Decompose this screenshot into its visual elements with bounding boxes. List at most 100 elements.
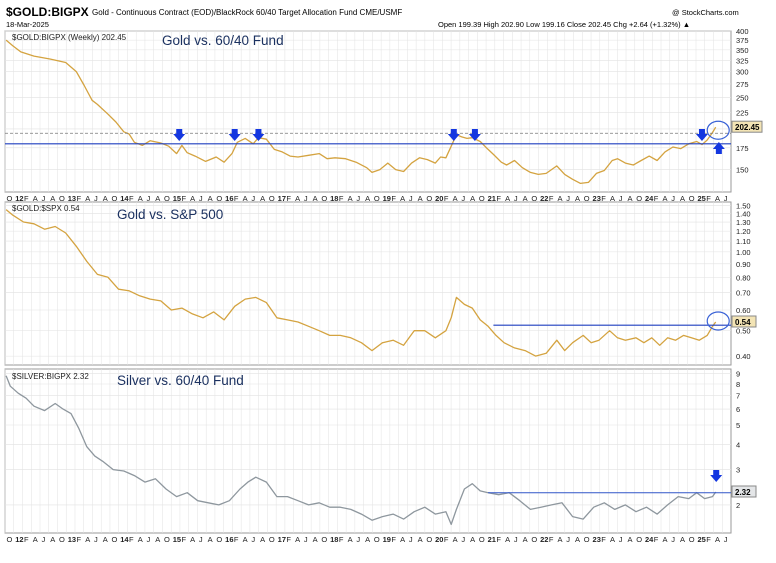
x-tick-label: O <box>111 535 117 544</box>
down-arrow-icon <box>710 469 723 482</box>
svg-text:202.45: 202.45 <box>735 123 760 132</box>
x-tick-label: O <box>164 194 170 203</box>
x-tick-label: 20 <box>435 535 443 544</box>
x-tick-label: O <box>7 535 13 544</box>
y-tick-label: 150 <box>736 166 749 175</box>
x-tick-label: F <box>601 194 606 203</box>
y-tick-label: 0.80 <box>736 273 751 282</box>
x-tick-label: A <box>138 535 143 544</box>
x-tick-label: A <box>190 535 195 544</box>
svg-text:0.54: 0.54 <box>735 318 751 327</box>
x-tick-label: A <box>138 194 143 203</box>
y-tick-label: 300 <box>736 68 749 77</box>
panel-3-legend: $SILVER:BIGPX 2.32 <box>12 372 89 381</box>
y-tick-label: 225 <box>736 108 749 117</box>
stockcharts-credit: @ StockCharts.com <box>672 8 739 17</box>
x-tick-label: O <box>426 535 432 544</box>
x-tick-label: A <box>348 535 353 544</box>
x-tick-label: 13 <box>68 194 76 203</box>
chart-description: Gold - Continuous Contract (EOD)/BlackRo… <box>92 8 402 17</box>
x-tick-label: A <box>628 194 633 203</box>
x-tick-label: A <box>418 194 423 203</box>
x-tick-label: A <box>505 194 510 203</box>
x-tick-label: A <box>190 194 195 203</box>
x-tick-label: J <box>566 535 570 544</box>
x-tick-label: A <box>663 535 668 544</box>
y-tick-label: 8 <box>736 380 740 389</box>
down-arrow-icon <box>252 129 265 141</box>
panel-1-last-value: 202.45 <box>731 120 763 133</box>
x-tick-label: 14 <box>120 535 129 544</box>
axis-labels: 400375350325300275250225200175150O12FAJA… <box>7 27 751 544</box>
x-tick-label: A <box>260 194 265 203</box>
panel-2-last-value: 0.54 <box>731 315 757 328</box>
down-arrow-icon <box>228 129 241 141</box>
x-tick-label: A <box>208 194 213 203</box>
y-tick-label: 3 <box>736 466 740 475</box>
y-tick-label: 1.00 <box>736 248 751 257</box>
chart-date: 18-Mar-2025 <box>6 20 49 29</box>
x-tick-label: 13 <box>68 535 76 544</box>
down-arrow-icon <box>173 129 186 141</box>
x-tick-label: A <box>610 535 615 544</box>
x-tick-label: O <box>216 535 222 544</box>
panel-2-legend: $GOLD:$SPX 0.54 <box>12 204 80 213</box>
x-tick-label: A <box>103 194 108 203</box>
x-tick-label: J <box>566 194 570 203</box>
x-tick-label: O <box>321 535 327 544</box>
x-tick-label: J <box>41 535 45 544</box>
x-tick-label: F <box>549 194 554 203</box>
x-tick-label: A <box>505 535 510 544</box>
x-tick-label: A <box>470 194 475 203</box>
x-tick-label: A <box>295 194 300 203</box>
x-tick-label: A <box>663 194 668 203</box>
x-tick-label: F <box>654 535 659 544</box>
y-tick-label: 275 <box>736 80 749 89</box>
x-tick-label: J <box>146 535 150 544</box>
down-arrow-icon <box>447 129 460 141</box>
x-tick-label: O <box>479 194 485 203</box>
x-tick-label: 21 <box>488 535 496 544</box>
x-tick-label: 14 <box>120 194 129 203</box>
x-tick-label: A <box>243 535 248 544</box>
x-tick-label: J <box>251 194 255 203</box>
x-tick-label: A <box>418 535 423 544</box>
series-line-silverbigpx <box>5 375 717 526</box>
x-tick-label: A <box>155 535 160 544</box>
x-tick-label: 16 <box>225 535 233 544</box>
x-tick-label: J <box>724 194 728 203</box>
x-tick-label: F <box>76 194 81 203</box>
x-tick-label: F <box>444 194 449 203</box>
y-tick-label: 175 <box>736 144 749 153</box>
x-tick-label: A <box>575 535 580 544</box>
x-tick-label: A <box>523 194 528 203</box>
x-tick-label: A <box>453 535 458 544</box>
x-tick-label: J <box>199 535 203 544</box>
x-tick-label: O <box>321 194 327 203</box>
y-tick-label: 6 <box>736 405 740 414</box>
x-tick-label: J <box>356 535 360 544</box>
x-tick-label: F <box>706 535 711 544</box>
y-tick-label: 400 <box>736 27 749 36</box>
x-tick-label: J <box>671 194 675 203</box>
x-tick-label: F <box>496 535 501 544</box>
chart-marks <box>5 39 731 526</box>
x-tick-label: 18 <box>330 535 338 544</box>
y-tick-label: 9 <box>736 370 740 379</box>
x-tick-label: A <box>33 194 38 203</box>
x-tick-label: J <box>94 535 98 544</box>
x-tick-label: F <box>24 535 29 544</box>
x-tick-label: A <box>680 194 685 203</box>
x-tick-label: 17 <box>278 194 286 203</box>
x-tick-label: J <box>671 535 675 544</box>
x-tick-label: O <box>636 194 642 203</box>
x-tick-label: F <box>391 194 396 203</box>
y-tick-label: 1.40 <box>736 210 751 219</box>
x-tick-label: 19 <box>383 535 391 544</box>
x-tick-label: O <box>269 194 275 203</box>
x-tick-label: O <box>479 535 485 544</box>
x-tick-label: A <box>453 194 458 203</box>
x-tick-label: A <box>365 535 370 544</box>
x-tick-label: 21 <box>488 194 496 203</box>
